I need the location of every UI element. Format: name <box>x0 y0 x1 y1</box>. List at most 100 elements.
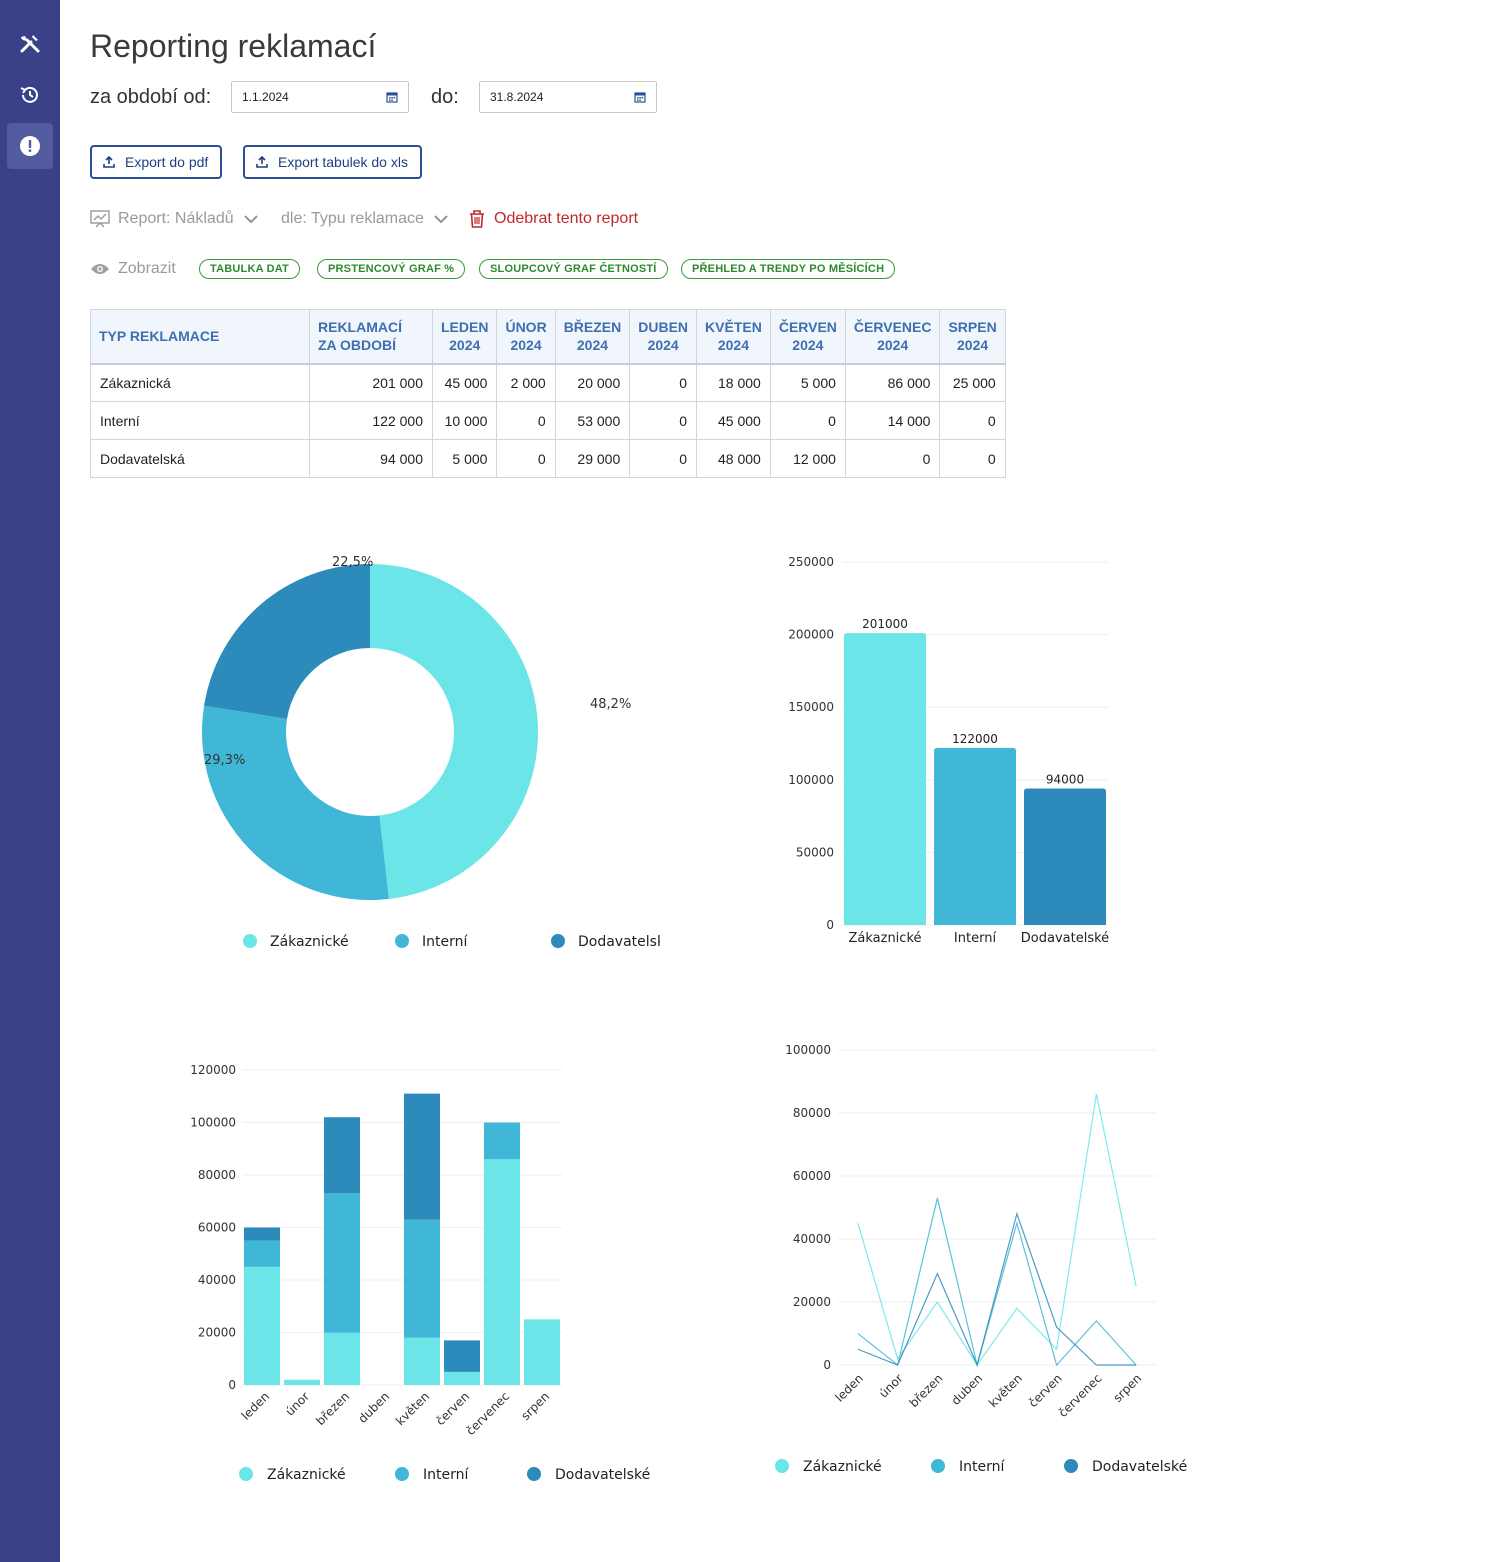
table-header-cell: DUBEN 2024 <box>629 309 698 364</box>
report-by-label: dle: Typu reklamace <box>281 210 424 227</box>
chart-presentation-icon <box>90 210 110 228</box>
table-cell: 12 000 <box>769 439 846 478</box>
line-series <box>857 1211 1137 1367</box>
history-icon <box>20 86 38 103</box>
date-to-input[interactable]: 31.8.2024 <box>479 81 657 113</box>
table-cell: Interní <box>90 401 310 440</box>
stacked-bar-segment <box>324 1193 360 1333</box>
x-tick-label: červen <box>433 1389 472 1428</box>
calendar-icon <box>634 92 646 103</box>
stacked-bar-segment <box>484 1122 520 1160</box>
stacked-bar-segment <box>324 1332 360 1385</box>
x-tick-label: srpen <box>518 1389 552 1423</box>
legend-marker <box>931 1459 945 1473</box>
table-cell: 25 000 <box>939 362 1006 402</box>
y-tick-label: 60000 <box>793 1169 831 1183</box>
calendar-icon <box>386 92 398 103</box>
table-header-cell: SRPEN 2024 <box>939 309 1006 364</box>
bar <box>934 747 1016 925</box>
legend-label: Dodavatelské <box>1092 1459 1187 1475</box>
table-header-cell: KVĚTEN 2024 <box>696 309 771 364</box>
export-xls-label: Export tabulek do xls <box>278 154 408 170</box>
date-to-value: 31.8.2024 <box>490 90 544 104</box>
table-header-cell: TYP REKLAMACE <box>90 309 310 364</box>
y-tick-label: 0 <box>826 918 834 932</box>
table-cell: Zákaznická <box>90 362 310 402</box>
x-tick-label: duben <box>949 1371 986 1408</box>
report-type-select[interactable]: Report: Nákladů <box>90 208 260 230</box>
y-tick-label: 20000 <box>198 1326 236 1340</box>
chip-prstencovy-graf[interactable]: PRSTENCOVÝ GRAF % <box>317 259 466 279</box>
stacked-bar-chart: 0 20000 40000 60000 80000 100000 120000 leden ún… <box>190 1063 650 1483</box>
legend-label: Zákaznické <box>270 934 349 950</box>
table-cell: 94 000 <box>309 439 433 478</box>
chevron-down-icon <box>243 215 258 224</box>
table-cell: 86 000 <box>844 362 941 402</box>
eye-icon <box>91 264 109 274</box>
y-tick-label: 0 <box>228 1378 236 1392</box>
table-cell: 0 <box>629 401 698 440</box>
chip-prehled-trendy[interactable]: PŘEHLED A TRENDY PO MĚSÍCÍCH <box>681 259 896 279</box>
bar <box>1024 788 1106 925</box>
table-cell: 48 000 <box>696 439 771 478</box>
period-to-label: do: <box>431 86 459 108</box>
donut-slice-label: 48,2% <box>590 697 631 712</box>
x-tick-label: květen <box>986 1371 1025 1410</box>
y-tick-label: 40000 <box>793 1232 831 1246</box>
export-xls-button[interactable]: Export tabulek do xls <box>243 145 422 179</box>
x-tick-label: únor <box>283 1389 312 1418</box>
table-header-cell: LEDEN 2024 <box>431 309 498 364</box>
table-header-cell: ÚNOR 2024 <box>496 309 556 364</box>
stacked-bar-segment <box>284 1379 320 1385</box>
legend-marker <box>1064 1459 1078 1473</box>
table-row: Interní 122 000 10 000 0 53 000 0 45 000… <box>90 401 1006 440</box>
stacked-bar-segment <box>244 1227 280 1241</box>
table-header-cell: REKLAMACÍ ZA OBDOBÍ <box>309 309 433 364</box>
stacked-bar-segment <box>484 1159 520 1385</box>
table-cell: 45 000 <box>696 401 771 440</box>
table-cell: 18 000 <box>696 362 771 402</box>
line-chart: 0 20000 40000 60000 80000 100000 leden únor břez… <box>775 1043 1187 1475</box>
stacked-bar-segment <box>444 1340 480 1372</box>
chevron-down-icon <box>434 215 448 224</box>
table-cell: 14 000 <box>844 401 941 440</box>
legend-label: Interní <box>423 1467 469 1483</box>
main-content: Reporting reklamací za období od: 1.1.20… <box>60 0 1494 1562</box>
stacked-bar-segment <box>404 1219 440 1338</box>
table-cell: 0 <box>496 439 556 478</box>
remove-report-button[interactable]: Odebrat tento report <box>468 208 638 230</box>
chip-tabulka-dat[interactable]: TABULKA DAT <box>199 259 300 279</box>
legend-marker <box>395 934 409 948</box>
table-row: Zákaznická 201 000 45 000 2 000 20 000 0… <box>90 362 1006 402</box>
table-header-cell: BŘEZEN 2024 <box>554 309 631 364</box>
bar <box>844 633 926 925</box>
x-tick-label: březen <box>907 1371 946 1410</box>
chip-sloupcovy-graf[interactable]: SLOUPCOVÝ GRAF ČETNOSTÍ <box>479 259 668 279</box>
table-cell: 0 <box>939 401 1006 440</box>
display-toggle: Zobrazit <box>90 258 176 280</box>
table-cell: 0 <box>629 362 698 402</box>
y-tick-label: 0 <box>823 1358 831 1372</box>
table-cell: 29 000 <box>554 439 631 478</box>
table-cell: 0 <box>629 439 698 478</box>
x-tick-label: Dodavatelské <box>1021 931 1109 946</box>
y-tick-label: 60000 <box>198 1221 236 1235</box>
y-tick-label: 100000 <box>785 1043 831 1057</box>
y-tick-label: 120000 <box>190 1063 236 1077</box>
stacked-bar-segment <box>404 1093 440 1220</box>
page-title: Reporting reklamací <box>90 28 377 64</box>
complaints-button[interactable] <box>7 123 53 169</box>
report-by-select[interactable]: dle: Typu reklamace <box>281 208 450 230</box>
history-button[interactable] <box>7 72 53 118</box>
legend-label: Dodavatelské <box>578 934 660 950</box>
date-from-value: 1.1.2024 <box>242 90 289 104</box>
donut-slice <box>370 564 538 899</box>
date-from-input[interactable]: 1.1.2024 <box>231 81 409 113</box>
tools-button[interactable] <box>7 20 53 66</box>
legend-marker <box>243 934 257 948</box>
remove-report-label: Odebrat tento report <box>494 210 639 227</box>
export-pdf-label: Export do pdf <box>125 154 209 170</box>
export-pdf-button[interactable]: Export do pdf <box>90 145 223 179</box>
table-cell: 2 000 <box>496 362 556 402</box>
period-from-label: za období od: <box>90 86 212 108</box>
